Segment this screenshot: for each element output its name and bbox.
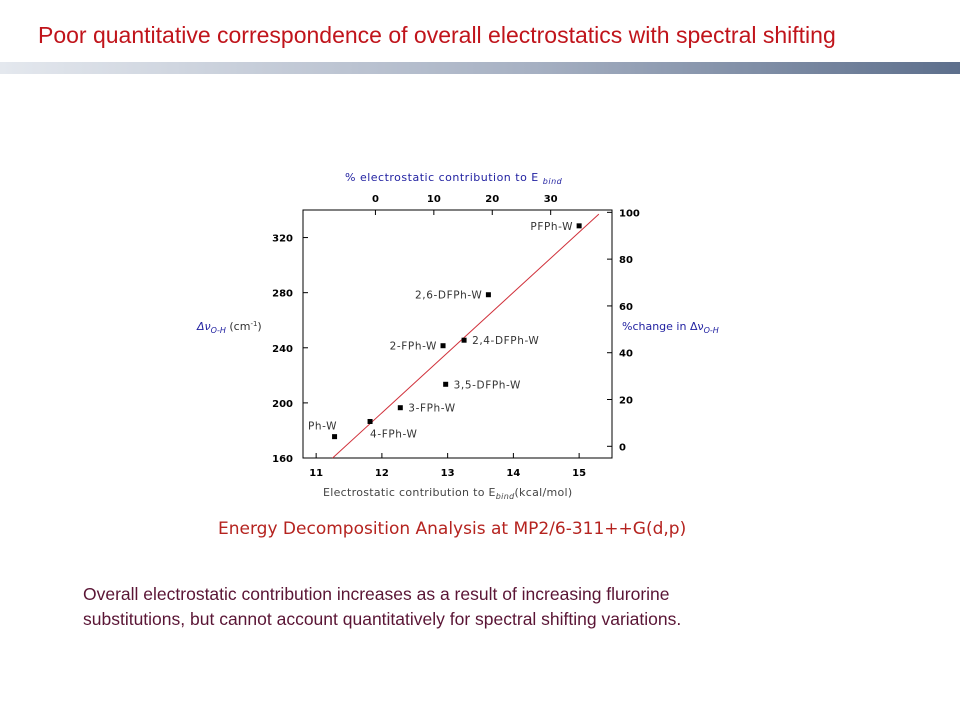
x-axis-title: Electrostatic contribution to Ebind(kcal…: [323, 486, 572, 501]
y-left-tick-label: 240: [272, 344, 293, 355]
data-point-label: 2,4-DFPh-W: [472, 335, 539, 347]
y-right-tick-label: 20: [619, 396, 633, 407]
data-point-label: Ph-W: [308, 421, 337, 433]
y-right-tick-label: 80: [619, 255, 633, 266]
y-right-tick-label: 100: [619, 208, 640, 219]
data-point-label: 3-FPh-W: [408, 403, 455, 415]
data-point-label: PFPh-W: [530, 221, 573, 233]
data-point-label: 2,6-DFPh-W: [415, 290, 482, 302]
y-left-tick-label: 280: [272, 289, 293, 300]
data-point-marker: [576, 223, 582, 229]
x-tick-label: 14: [506, 468, 520, 479]
x-tick-label: 13: [441, 468, 455, 479]
fit-line: [332, 213, 600, 459]
top-axis-title: % electrostatic contribution to E bind: [345, 171, 563, 186]
summary-line-2: substitutions, but cannot account quanti…: [83, 609, 682, 629]
x-tick-label: 15: [572, 468, 586, 479]
x-tick-label: 11: [309, 468, 323, 479]
data-point-marker: [485, 292, 491, 298]
top-tick-label: 10: [427, 194, 441, 205]
axis-ticks: 11 12 13 14 15 0 10 20 30 160 200 240 280 320 0 20 40 60 8…: [272, 194, 640, 479]
top-tick-label: 0: [372, 194, 379, 205]
data-point-marker: [443, 381, 449, 387]
data-point-label: 2-FPh-W: [390, 341, 437, 353]
data-point-marker: [332, 434, 338, 440]
data-point-marker: [461, 337, 467, 343]
y-left-tick-label: 200: [272, 399, 293, 410]
summary-line-1: Overall electrostatic contribution incre…: [83, 584, 670, 604]
data-point-marker: [397, 405, 403, 411]
y-left-tick-label: 320: [272, 234, 293, 245]
data-point-label: 3,5-DFPh-W: [454, 379, 521, 391]
y-right-tick-label: 60: [619, 302, 633, 313]
slide-title: Poor quantitative correspondence of over…: [38, 22, 836, 48]
figure-caption: Energy Decomposition Analysis at MP2/6-3…: [218, 519, 687, 539]
summary-text: Overall electrostatic contribution incre…: [83, 582, 873, 632]
y-right-axis-title: %change in ΔνO-H: [622, 320, 719, 335]
y-left-tick-label: 160: [272, 454, 293, 465]
y-left-axis-title: ΔνO-H (cm-1): [196, 320, 262, 335]
top-tick-label: 30: [544, 194, 558, 205]
top-tick-label: 20: [485, 194, 499, 205]
plot-frame: [302, 209, 613, 459]
data-point-marker: [367, 418, 373, 424]
data-points: Ph-W 4-FPh-W 3-FPh-W 3,5-DFPh-W 2-FPh-W 2,4-D…: [308, 221, 582, 440]
data-point-label: 4-FPh-W: [370, 428, 417, 440]
y-right-tick-label: 0: [619, 442, 626, 453]
y-right-tick-label: 40: [619, 349, 633, 360]
x-tick-label: 12: [375, 468, 389, 479]
data-point-marker: [440, 343, 446, 349]
title-divider: [0, 62, 960, 74]
